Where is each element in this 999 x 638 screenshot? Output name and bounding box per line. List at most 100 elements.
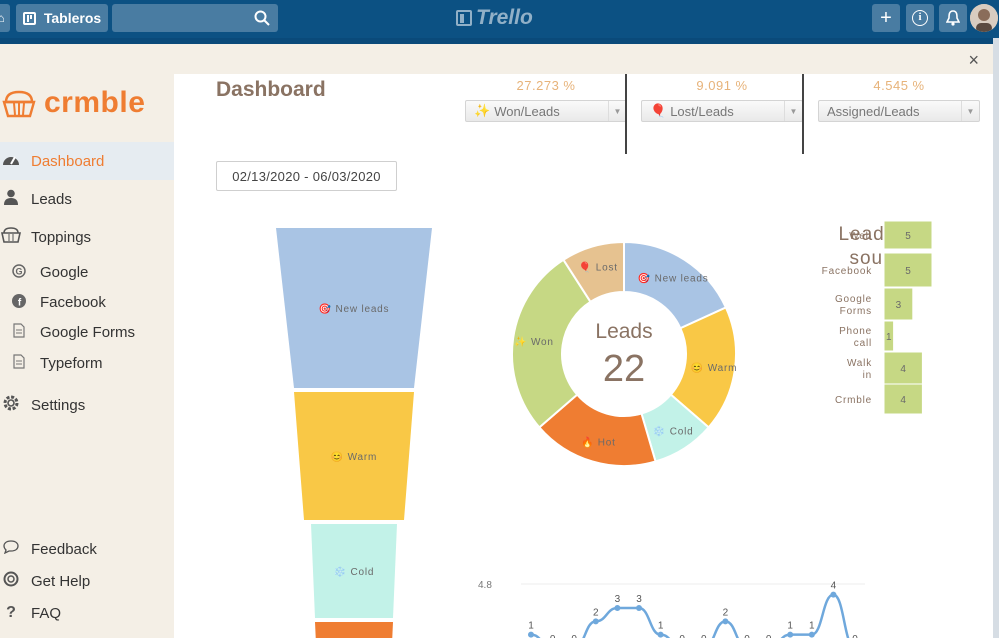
sidebar-item-label: Settings [31,396,86,414]
question-icon: ? [6,604,16,621]
lost-select[interactable]: 🎈 Lost/Leads ▼ [641,100,803,122]
trello-logo[interactable]: Trello [456,6,533,30]
funnel-label: 🎯 New leads [319,303,390,315]
select-value: Lost/Leads [670,103,734,119]
avatar[interactable] [970,4,998,32]
sidebar-item-label: Typeform [40,354,103,372]
data-point[interactable] [830,591,837,598]
close-icon[interactable]: × [968,50,979,70]
funnel-segment[interactable] [276,228,432,388]
source-bar[interactable] [883,351,923,385]
data-point[interactable] [787,631,794,638]
sidebar-item-typeform[interactable]: Typeform [10,349,103,377]
data-label: 1 [658,621,664,632]
data-point[interactable] [592,618,599,625]
source-value: 3 [896,300,902,311]
data-label: 0 [744,634,750,638]
funnel-label: 😊 Warm [331,451,377,463]
y-tick-label: 4.8 [478,580,492,591]
sidebar-item-facebook[interactable]: f Facebook [10,288,106,316]
select-value: Won/Leads [494,103,560,119]
lifebuoy-icon [0,571,22,592]
search-icon [254,10,270,26]
trello-header: ⌂ Tableros Trello + i [0,0,999,38]
assigned-select[interactable]: Assigned/Leads ▼ [818,100,980,122]
sidebar-item-feedback[interactable]: Feedback [0,530,174,568]
source-value: 1 [886,332,892,343]
donut-slice-label: ✨ Won [514,336,554,348]
data-point[interactable] [722,618,729,625]
sparkles-icon: ✨ [474,103,491,118]
donut-center-label: Leads [595,320,652,343]
source-bar[interactable] [883,287,914,321]
funnel-label: ❄️ Cold [334,565,375,578]
funnel-segment[interactable] [311,524,397,618]
source-bar[interactable] [883,320,895,352]
source-label: Phone [839,326,872,337]
funnel-segment[interactable] [294,392,414,520]
sidebar-item-google-forms[interactable]: Google Forms [10,318,135,346]
board-icon [22,11,36,25]
won-select[interactable]: ✨ Won/Leads ▼ [465,100,627,122]
sidebar-item-label: Dashboard [31,152,105,170]
source-label: Walk [847,358,872,369]
data-point[interactable] [614,605,621,611]
info-button[interactable]: i [906,4,934,32]
chevron-down-icon: ▼ [784,101,802,121]
sidebar-item-label: Google [40,263,89,281]
sidebar-item-leads[interactable]: Leads [0,180,174,218]
balloon-icon: 🎈 [650,103,667,118]
data-point[interactable] [528,631,534,638]
data-label: 1 [809,621,815,632]
source-value: 5 [905,266,911,277]
source-label: in [863,370,872,381]
donut-slice[interactable] [562,240,625,304]
boards-button[interactable]: Tableros [16,4,108,32]
data-label: 0 [679,634,685,638]
donut-chart: 🎯 New leads 😊 Warm ❄️ Cold 🔥 Hot ✨ Won 🎈 Lost… [511,240,737,467]
svg-text:G: G [15,266,22,276]
data-point[interactable] [636,605,642,611]
home-button[interactable]: ⌂ [0,4,10,32]
divider [802,74,804,154]
dashboard-main: Dashboard 27.273 % ✨ Won/Leads ▼ 9.091 %… [174,74,993,638]
select-value: Assigned/Leads [827,103,920,119]
donut-slice[interactable] [511,258,592,429]
trello-logo-icon [456,10,472,26]
data-label: 0 [550,634,556,638]
sidebar-item-get-help[interactable]: Get Help [0,562,174,600]
stat-won: 27.273 % ✨ Won/Leads ▼ [465,78,627,122]
leads-by-source-chart: Leads bysource5Web5Facebook3GoogleForms1… [822,220,933,415]
modal-header: × [0,44,993,74]
search-input[interactable] [112,4,278,32]
data-point[interactable] [657,631,664,638]
gear-icon [0,394,22,417]
facebook-icon: f [10,293,28,311]
sidebar-item-settings[interactable]: Settings [0,386,174,424]
source-label: Google [835,294,872,305]
stat-assigned: 4.545 % Assigned/Leads ▼ [818,78,980,122]
donut-slice-label: 😊 Warm [691,362,737,374]
sidebar-item-dashboard[interactable]: Dashboard [0,142,174,180]
donut-slice-label: ❄️ Cold [653,425,694,438]
donut-slice-label: 🎈 Lost [579,261,618,274]
data-label: 2 [723,607,729,618]
crmble-logo[interactable]: crmble [2,86,145,120]
add-button[interactable]: + [872,4,900,32]
sidebar-item-google[interactable]: G Google [10,258,88,286]
date-range-picker[interactable]: 02/13/2020 - 06/03/2020 [216,161,397,191]
source-label: Web [849,231,872,242]
gauge-icon [0,152,22,171]
source-bar[interactable] [883,383,923,415]
source-bar[interactable] [883,220,933,250]
sidebar-item-faq[interactable]: ? FAQ [0,594,174,632]
stat-lost: 9.091 % 🎈 Lost/Leads ▼ [641,78,803,122]
data-label: 0 [766,634,772,638]
sidebar-item-toppings[interactable]: Toppings [0,218,174,256]
source-bar[interactable] [883,252,933,288]
data-point[interactable] [808,631,815,638]
basket-icon [0,226,22,248]
notifications-button[interactable] [939,4,967,32]
funnel-segment[interactable] [315,622,393,638]
source-label: call [854,338,872,349]
